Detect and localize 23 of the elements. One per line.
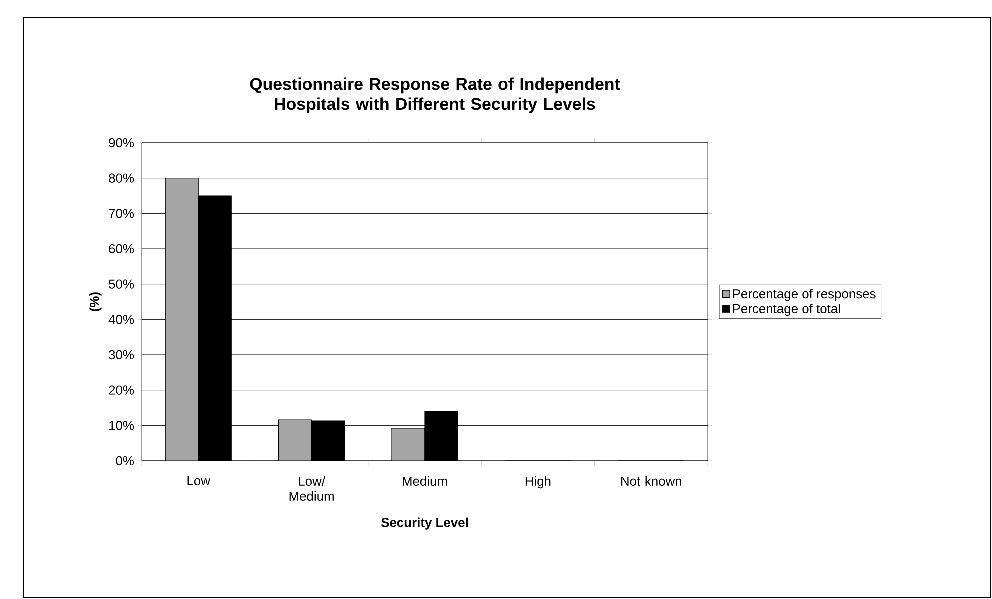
x-axis-title: Security Level xyxy=(381,518,468,530)
legend-label: Percentage of total xyxy=(733,304,840,316)
y-tick-label: 70% xyxy=(109,209,134,218)
bar xyxy=(278,420,312,461)
x-tick-label: High xyxy=(526,476,551,489)
legend-label: Percentage of responses xyxy=(733,289,876,302)
y-tick-label: 90% xyxy=(109,138,134,148)
y-tick-label: 20% xyxy=(109,386,134,395)
y-tick-label: 0% xyxy=(116,456,134,466)
bar xyxy=(165,178,199,461)
y-axis-title: (%) xyxy=(90,292,102,312)
x-tick-label: Low xyxy=(188,476,211,486)
y-tick-label: 40% xyxy=(108,315,134,324)
y-tick-label: 50% xyxy=(109,280,134,289)
bar xyxy=(392,428,426,461)
x-tick-label: Medium xyxy=(403,476,448,486)
y-tick-label: 80% xyxy=(109,174,134,183)
y-tick-label: 30% xyxy=(109,350,134,360)
x-tick-label: Low/ Medium xyxy=(290,476,334,501)
y-tick-label: 10% xyxy=(110,421,134,430)
chart-title: Questionnaire Response Rate of Independent Hospitals with Different Security Levels xyxy=(250,78,620,114)
y-tick-label: 60% xyxy=(109,244,134,254)
x-tick-label: Not known xyxy=(622,476,682,486)
